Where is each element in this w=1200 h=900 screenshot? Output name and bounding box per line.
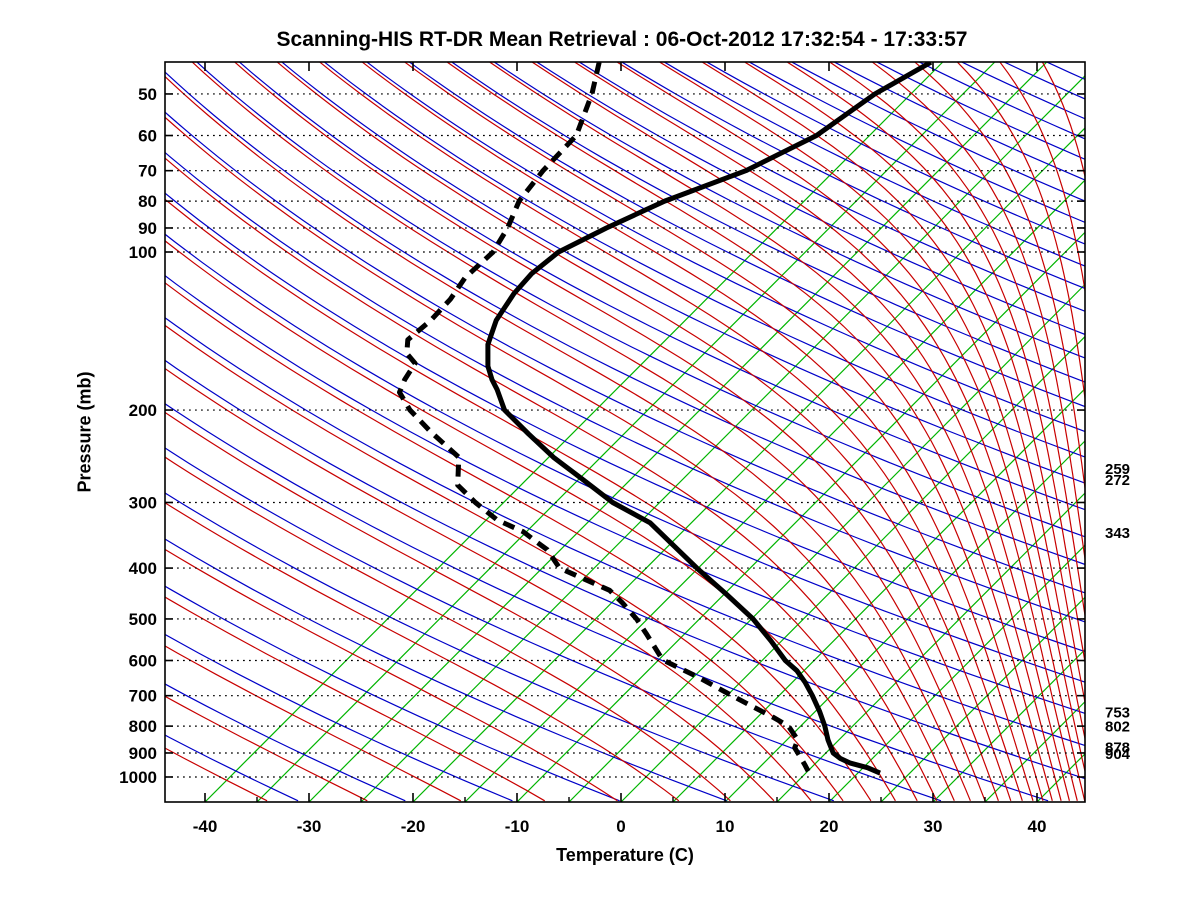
- chart-title: Scanning-HIS RT-DR Mean Retrieval : 06-O…: [276, 28, 968, 51]
- significant-level-label: 753: [1105, 704, 1130, 721]
- y-tick-label: 400: [129, 559, 157, 578]
- x-axis-label: Temperature (C): [556, 845, 694, 865]
- y-tick-label: 60: [138, 127, 157, 146]
- x-tick-label: -30: [297, 817, 322, 836]
- significant-level-label: 802: [1105, 719, 1130, 736]
- y-tick-label: 600: [129, 652, 157, 671]
- y-tick-label: 900: [129, 744, 157, 763]
- x-tick-label: 0: [616, 817, 625, 836]
- dewpoint-profile-curve: [397, 62, 811, 773]
- temperature-profile-curve: [485, 62, 933, 776]
- x-tick-label: 40: [1028, 817, 1047, 836]
- y-tick-label: 500: [129, 610, 157, 629]
- y-tick-label: 50: [138, 85, 157, 104]
- y-tick-label: 1000: [119, 768, 157, 787]
- significant-level-label: 272: [1105, 472, 1130, 489]
- significant-level-label: 904: [1105, 746, 1131, 763]
- y-tick-label: 300: [129, 493, 157, 512]
- x-tick-label: 10: [716, 817, 735, 836]
- significant-level-label: 343: [1105, 525, 1130, 542]
- x-tick-label: -10: [505, 817, 530, 836]
- x-tick-label: 30: [924, 817, 943, 836]
- y-tick-label: 200: [129, 401, 157, 420]
- y-tick-label: 700: [129, 687, 157, 706]
- x-tick-label: 20: [820, 817, 839, 836]
- significant-level-label: 259: [1105, 461, 1130, 478]
- x-tick-label: -40: [193, 817, 218, 836]
- y-tick-label: 80: [138, 192, 157, 211]
- y-tick-label: 70: [138, 162, 157, 181]
- y-tick-label: 800: [129, 717, 157, 736]
- y-tick-label: 100: [129, 243, 157, 262]
- y-tick-label: 90: [138, 219, 157, 238]
- significant-level-label: 878: [1105, 739, 1130, 756]
- x-tick-label: -20: [401, 817, 426, 836]
